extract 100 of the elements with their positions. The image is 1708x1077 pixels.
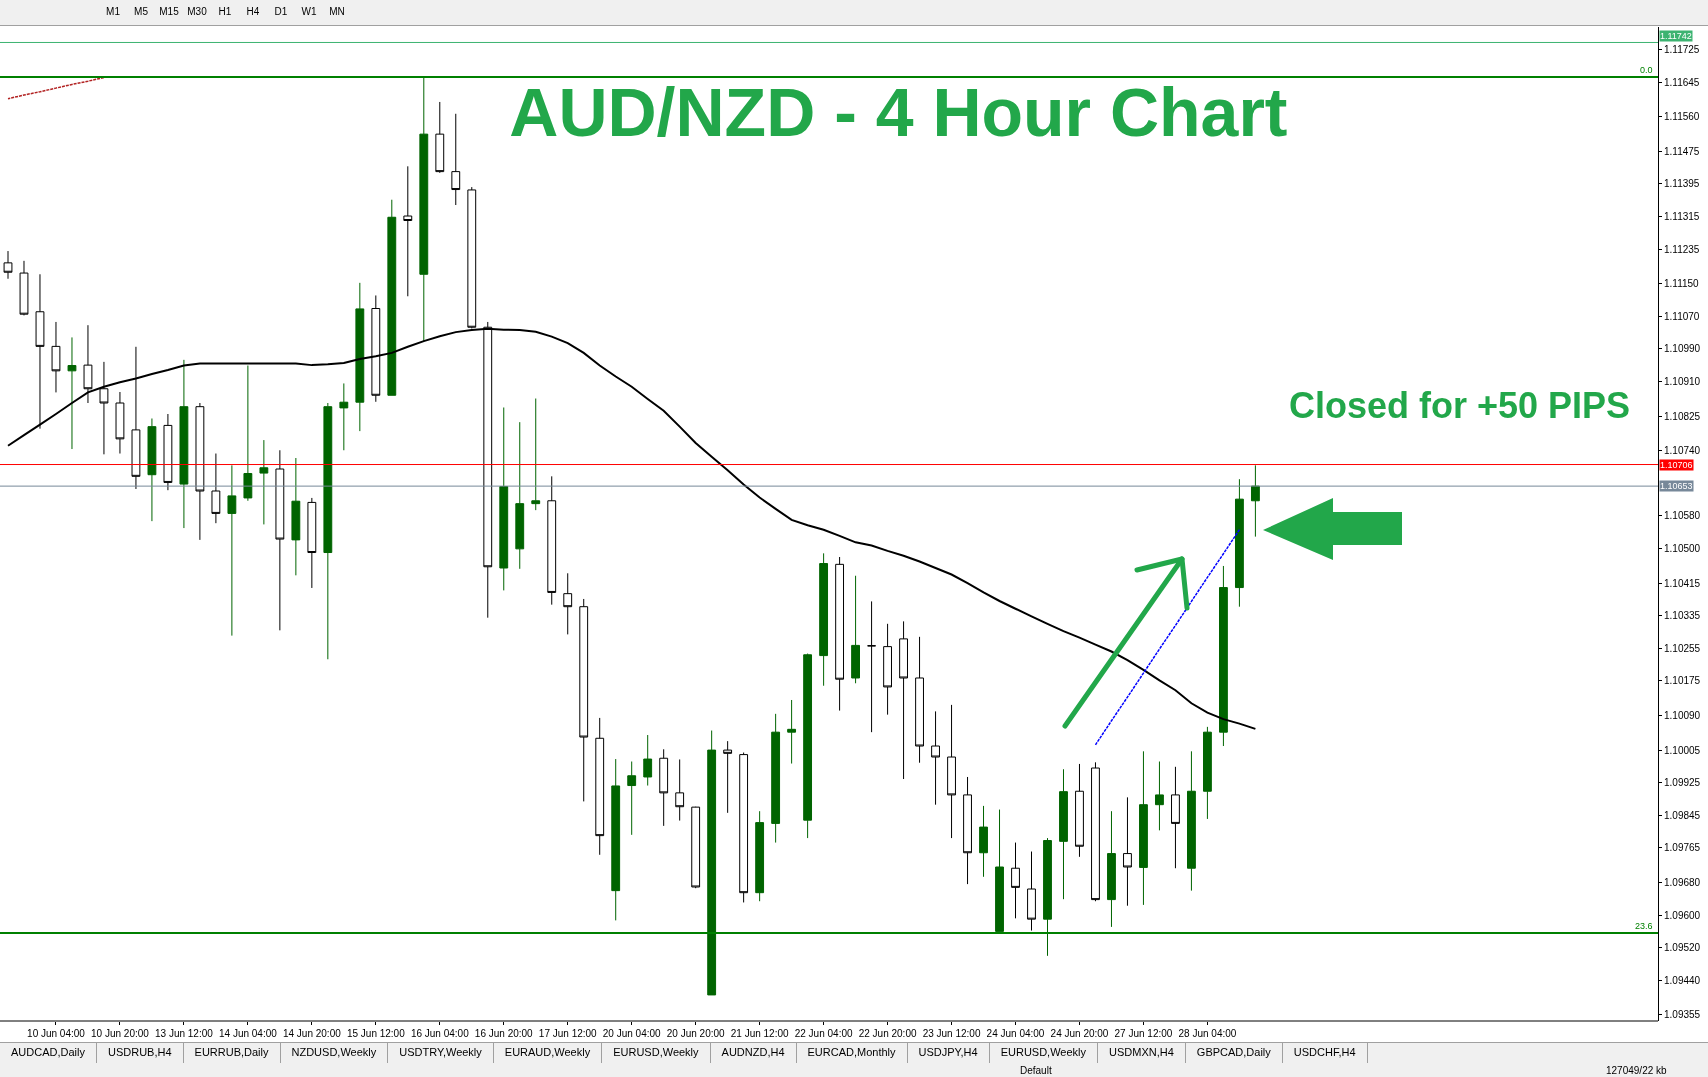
candlestick (179, 359, 189, 529)
x-tick-label: 17 Jun 12:00 (538, 1028, 598, 1039)
candlestick (499, 406, 509, 591)
y-tick-label: 1.09600 (1664, 909, 1701, 921)
candlestick (1043, 837, 1052, 957)
text: M1 (105, 6, 121, 17)
candlestick (403, 165, 413, 297)
x-tick-label: 13 Jun 12:00 (155, 1028, 214, 1039)
candlestick (1250, 464, 1260, 538)
text: D1 (273, 6, 289, 17)
ref-line-label: 1.11742 (1660, 31, 1692, 41)
text: H1 (217, 6, 233, 17)
candlestick (419, 76, 429, 342)
candlestick (355, 282, 365, 432)
y-tick-label: 1.09680 (1664, 876, 1701, 888)
y-tick-label: 1.10175 (1664, 675, 1701, 687)
y-tick-label: 1.11725 (1664, 43, 1700, 55)
candlestick (963, 776, 972, 885)
text: USDCHF,H4 (1282, 1043, 1368, 1063)
candlestick (1187, 750, 1196, 892)
text: USDTRY,Weekly (388, 1043, 494, 1063)
candlestick (867, 600, 876, 733)
candlestick (515, 421, 525, 570)
candlestick (611, 758, 621, 921)
y-tick-label: 1.10005 (1664, 744, 1701, 756)
text: USDRUB,H4 (96, 1043, 184, 1063)
text: Default (1020, 1065, 1052, 1076)
y-tick-label: 1.09925 (1664, 777, 1701, 789)
candlestick (147, 417, 157, 522)
text: AUDNZD,H4 (710, 1043, 797, 1063)
x-tick-label: 28 Jun 04:00 (1178, 1028, 1237, 1039)
text: USDJPY,H4 (907, 1043, 990, 1063)
candlestick (339, 382, 349, 451)
candlestick (851, 575, 861, 684)
candlestick (67, 336, 77, 450)
candlestick (915, 636, 924, 764)
text: EURUSD,Weekly (602, 1043, 711, 1063)
candlestick (1011, 842, 1020, 919)
candlestick (211, 453, 221, 524)
candlestick (1203, 726, 1212, 820)
candlestick (803, 653, 813, 839)
x-tick-label: 10 Jun 20:00 (91, 1028, 150, 1039)
y-tick-label: 1.11150 (1664, 278, 1700, 290)
candlestick (675, 758, 685, 822)
y-tick-label: 1.10335 (1664, 610, 1701, 622)
candlestick (275, 449, 285, 631)
candlestick (643, 734, 653, 787)
candlestick (259, 439, 269, 525)
candlestick (243, 365, 253, 502)
candlestick (979, 805, 988, 878)
y-tick-label: 1.11235 (1664, 243, 1700, 255)
y-tick-label: 1.09440 (1664, 974, 1701, 986)
candlestick (691, 806, 701, 889)
y-tick-label: 1.09845 (1664, 809, 1701, 821)
x-tick-label: 14 Jun 04:00 (218, 1028, 278, 1039)
candlestick (563, 572, 573, 635)
y-tick-label: 1.11070 (1664, 310, 1700, 322)
candlestick (1219, 565, 1228, 747)
x-tick-label: 10 Jun 04:00 (27, 1028, 86, 1039)
candlestick (659, 748, 669, 827)
candlestick (163, 413, 173, 491)
candlestick (227, 464, 237, 637)
y-tick-label: 1.10990 (1664, 343, 1701, 355)
y-tick-label: 1.11560 (1664, 111, 1700, 123)
candlestick (451, 113, 461, 206)
text: W1 (300, 6, 318, 17)
candlestick (1171, 766, 1180, 869)
y-tick-label: 1.10910 (1664, 375, 1701, 387)
text: Closed for +50 PIPS (1289, 385, 1631, 426)
annotation: 23.6 (1635, 921, 1653, 931)
text: EURAUD,Weekly (493, 1043, 603, 1063)
x-tick-label: 20 Jun 20:00 (666, 1028, 726, 1039)
y-tick-label: 1.09355 (1664, 1009, 1701, 1021)
x-tick-label: 14 Jun 20:00 (282, 1028, 342, 1039)
x-tick-label: 20 Jun 04:00 (602, 1028, 662, 1039)
candlestick (307, 497, 317, 589)
text: AUDCAD,Daily (0, 1043, 97, 1063)
x-tick-label: 24 Jun 04:00 (986, 1028, 1045, 1039)
text: EURRUB,Daily (183, 1043, 281, 1063)
y-tick-label: 1.10825 (1664, 410, 1701, 422)
text: USDMXN,H4 (1098, 1043, 1186, 1063)
candlestick (19, 260, 29, 316)
candlestick (707, 730, 717, 996)
candlestick (1091, 761, 1100, 902)
text: M5 (133, 6, 149, 17)
annotation: 0.0 (1640, 65, 1653, 75)
text: M15 (158, 6, 180, 17)
y-tick-label: 1.11395 (1664, 178, 1700, 190)
x-tick-label: 23 Jun 12:00 (922, 1028, 981, 1039)
text: EURCAD,Monthly (796, 1043, 908, 1063)
y-tick-label: 1.11315 (1664, 210, 1700, 222)
candlestick (1075, 763, 1084, 858)
y-tick-label: 1.10580 (1664, 510, 1701, 522)
candlestick (835, 556, 845, 712)
y-tick-label: 1.10500 (1664, 542, 1701, 554)
text: GBPCAD,Daily (1185, 1043, 1283, 1063)
text: NZDUSD,Weekly (280, 1043, 389, 1063)
x-tick-label: 22 Jun 04:00 (794, 1028, 853, 1039)
text: M30 (186, 6, 208, 17)
candlestick (531, 398, 541, 511)
